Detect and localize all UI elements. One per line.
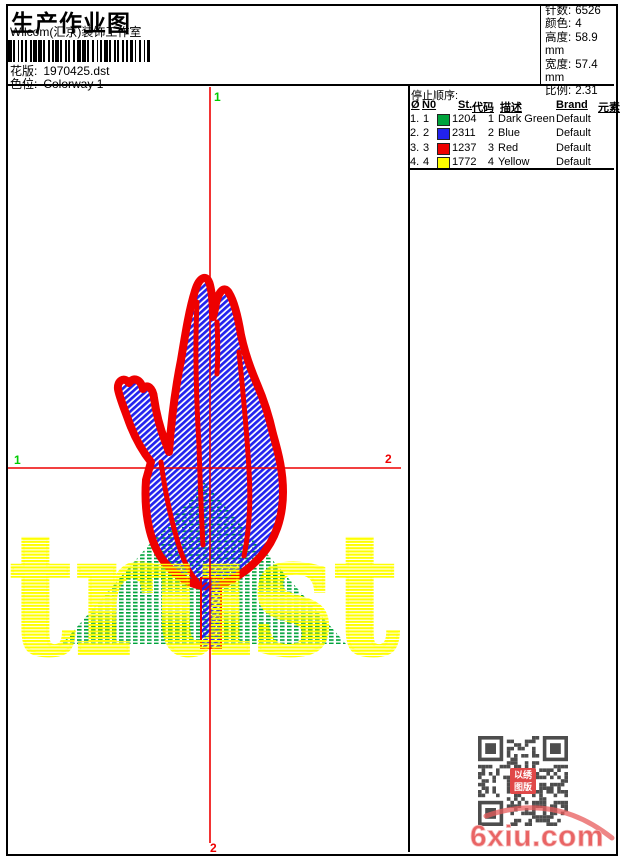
barcode [8,40,160,62]
thread-description: Yellow [498,156,530,169]
stop-number: 1. [410,113,420,125]
thread-code: 1 [487,113,494,125]
stitch-count: 2311 [452,127,476,140]
thread-brand: Default [556,113,591,125]
design-file-label: 花版: [10,64,38,78]
barcode-bar [139,40,141,62]
stitch-count: 1772 [452,156,477,169]
stitch-count: 1237 [452,141,477,154]
barcode-bar [121,40,124,62]
thread-description: Dark Green [498,113,555,125]
thread-brand: Default [556,127,591,140]
col-description: 描述 [500,102,522,114]
barcode-bar [52,40,55,62]
thread-code: 4 [487,156,494,169]
stat-height: 高度: 58.9 mm [545,31,598,58]
col-stitches: St. [458,99,473,111]
barcode-bar [82,40,87,62]
barcode-bar [104,40,108,62]
barcode-bar [134,40,137,62]
stats-panel: 针数: 6526 颜色: 4 高度: 58.9 mm 宽度: 57.4 mm 比例: 2.… [545,5,620,99]
table-row: 2. 2 2311 2 Blue Default [408,127,616,141]
barcode-bar [65,40,67,62]
table-row: 3. 3 1237 3 Red Default [408,142,616,155]
thread-description: Red [498,141,519,154]
thread-brand: Default [556,156,591,169]
barcode-bar [92,40,94,62]
stat-width: 宽度: 57.4 mm [545,58,598,85]
stat-colors: 颜色: 4 [545,18,582,31]
barcode-bar [109,40,112,62]
stop-number: 4. [410,156,420,169]
needle-number: 1 [423,113,430,125]
thread-code: 3 [487,141,494,154]
table-bottom-rule [408,168,614,170]
design-file-value: 1970425.dst [43,64,110,78]
header-divider [540,4,541,84]
barcode-bar [113,40,116,62]
stop-sequence-header: Ø N0 St. 代码 描述 Brand 元素 [408,99,620,114]
barcode-bar [25,40,28,62]
barcode-bar [47,40,50,62]
barcode-gap [150,40,151,62]
barcode-bar [43,40,45,62]
barcode-bar [8,40,12,62]
stop-number: 2. [410,127,420,140]
barcode-bar [99,40,102,62]
col-brand: Brand [556,99,588,111]
barcode-bar [33,40,37,62]
barcode-bar [55,40,60,62]
barcode-bar [129,40,134,62]
qr-code: 以绣 图版 [478,736,568,826]
needle-number: 2 [423,127,430,140]
barcode-bar [72,40,75,62]
col-stop: Ø [411,99,420,111]
color-swatch [437,128,450,141]
barcode-bar [146,40,151,62]
barcode-bar [29,40,32,62]
table-row: 1. 1 1204 1 Dark Green Default [408,113,616,126]
table-row: 4. 4 1772 4 Yellow Default [408,156,616,170]
needle-number: 3 [423,141,430,154]
design-file-row: 花版: 1970425.dst [10,62,109,79]
barcode-bar [96,40,99,62]
watermark-swoosh [483,805,615,841]
barcode-bar [20,40,23,62]
barcode-bar [143,40,146,62]
barcode-bar [87,40,90,62]
stat-scale: 比例: 2.31 [545,85,598,98]
color-swatch [437,114,450,126]
col-code: 代码 [472,102,494,114]
needle-number: 4 [423,156,430,169]
stop-sequence-title: 停止顺序: [411,90,459,102]
watermark-text: 6xiu.com [470,820,604,853]
studio-name: Wilcom(汇京)装饰工作室 [10,25,142,39]
color-swatch [437,142,450,155]
thread-code: 2 [487,127,494,140]
page-title: 生产作业图 [11,10,131,36]
header-bottom-rule [6,84,614,86]
stat-stitches: 针数: 6526 [545,5,601,17]
stitch-count: 1204 [452,113,477,125]
barcode-bar [17,40,20,62]
watermark: 6xiu.com [470,805,615,853]
thread-brand: Default [556,141,591,154]
col-needle: N0 [422,99,437,111]
barcode-bar [126,40,129,62]
barcode-bar [12,40,15,62]
main-divider [408,86,410,852]
page-border [6,4,618,856]
barcode-bar [38,40,42,62]
thread-description: Blue [498,127,521,140]
stop-number: 3. [410,141,420,154]
barcode-bar [60,40,63,62]
qr-logo: 以绣 图版 [510,768,536,794]
barcode-bar [68,40,71,62]
barcode-bar [117,40,119,62]
barcode-bar [77,40,82,62]
col-elements: 元素 [598,102,620,114]
